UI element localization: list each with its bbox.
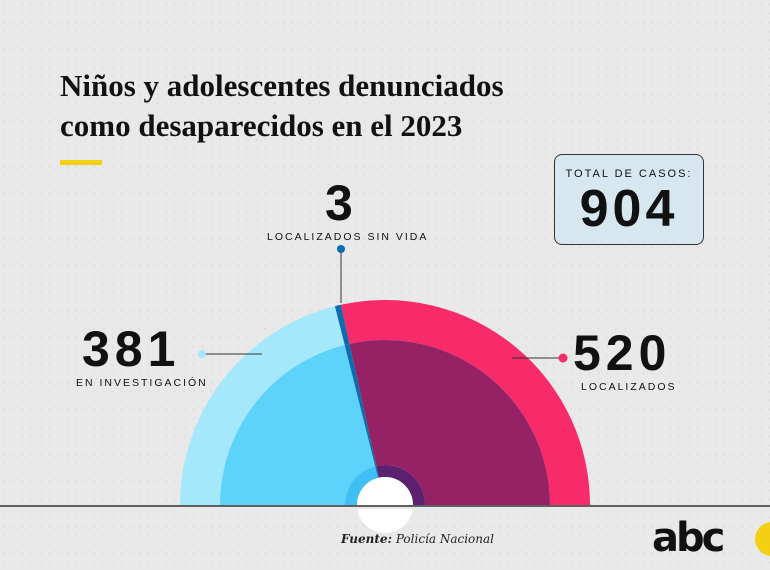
outer-segment-investigacion xyxy=(180,306,345,505)
value-label-sin-vida: 3 xyxy=(325,175,358,231)
category-label-sin-vida: LOCALIZADOS SIN VIDA xyxy=(267,231,429,243)
inner-segment-sin-vida xyxy=(344,343,377,467)
source-label: Fuente: xyxy=(341,532,392,546)
baseline-mask xyxy=(0,505,770,509)
source-value: Policía Nacional xyxy=(395,532,495,546)
title-underline xyxy=(60,160,102,165)
leader-dot-investigacion xyxy=(198,350,206,358)
total-label: TOTAL DE CASOS: xyxy=(565,168,693,180)
core-segment-investigacion xyxy=(345,466,379,505)
source-note: Fuente: Policía Nacional xyxy=(341,532,494,546)
category-label-investigacion: EN INVESTIGACIÓN xyxy=(76,377,208,389)
total-cases-box: TOTAL DE CASOS: 904 xyxy=(554,154,704,245)
total-value: 904 xyxy=(579,180,679,238)
outer-segment-sin-vida xyxy=(334,304,350,345)
logo-dot xyxy=(755,522,770,556)
core-segment-sin-vida xyxy=(375,465,379,478)
value-label-localizados: 520 xyxy=(573,325,672,381)
category-label-localizados: LOCALIZADOS xyxy=(581,381,677,393)
page-title: Niños y adolescentes denunciados como de… xyxy=(60,68,504,143)
core-segment-localizados xyxy=(376,465,425,506)
value-label-investigacion: 381 xyxy=(82,321,181,377)
inner-segment-localizados xyxy=(349,340,550,509)
outer-segment-localizados xyxy=(340,299,590,510)
leader-dot-sin-vida xyxy=(337,245,345,253)
inner-segment-investigacion xyxy=(220,344,376,505)
abc-logo: abc xyxy=(652,515,725,561)
leader-dot-localizados xyxy=(558,353,568,363)
